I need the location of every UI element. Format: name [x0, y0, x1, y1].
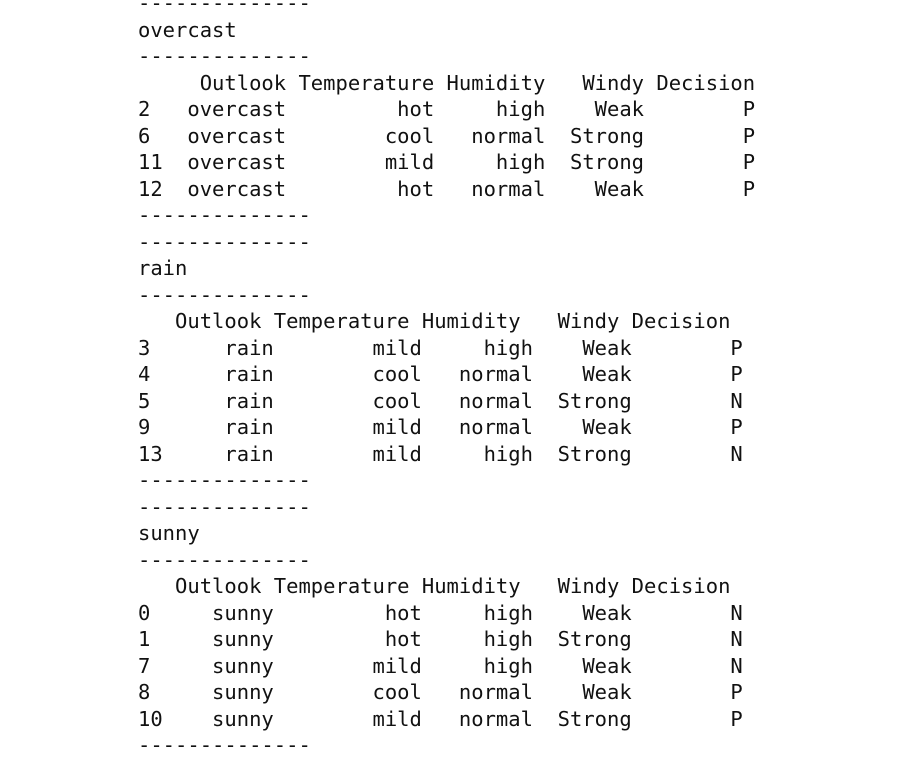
- table-row: 10 sunny mild normal Strong P: [138, 706, 743, 731]
- table-row: 7 sunny mild high Weak N: [138, 653, 743, 678]
- separator-line: --------------: [138, 0, 311, 15]
- group-label-sunny: sunny: [138, 521, 200, 545]
- separator-line: --------------: [138, 494, 311, 519]
- table-row: 13 rain mild high Strong N: [138, 441, 743, 466]
- table-row: 12 overcast hot normal Weak P: [138, 176, 756, 201]
- separator-line: --------------: [138, 229, 311, 254]
- separator-line: --------------: [138, 44, 311, 68]
- table-row: 6 overcast cool normal Strong P: [138, 123, 756, 148]
- separator-line: --------------: [138, 203, 311, 227]
- table-row: 1 sunny hot high Strong N: [138, 627, 743, 651]
- group-label-rain: rain: [138, 256, 188, 280]
- console-output: -------------- overcast -------------- O…: [138, 0, 755, 759]
- table-row: 2 overcast hot high Weak P: [138, 97, 756, 121]
- separator-line: --------------: [138, 282, 311, 307]
- table-header-overcast: Outlook Temperature Humidity Windy Decis…: [138, 70, 756, 95]
- table-row: 8 sunny cool normal Weak P: [138, 680, 743, 704]
- table-row: 5 rain cool normal Strong N: [138, 388, 743, 413]
- table-header-sunny: Outlook Temperature Humidity Windy Decis…: [138, 574, 731, 598]
- table-row: 0 sunny hot high Weak N: [138, 600, 743, 625]
- table-row: 3 rain mild high Weak P: [138, 335, 743, 360]
- separator-line: --------------: [138, 547, 311, 572]
- separator-line: --------------: [138, 733, 311, 757]
- separator-line: --------------: [138, 468, 311, 492]
- table-row: 9 rain mild normal Weak P: [138, 415, 743, 439]
- table-row: 11 overcast mild high Strong P: [138, 150, 756, 174]
- group-label-overcast: overcast: [138, 17, 237, 42]
- table-row: 4 rain cool normal Weak P: [138, 362, 743, 386]
- table-header-rain: Outlook Temperature Humidity Windy Decis…: [138, 309, 731, 333]
